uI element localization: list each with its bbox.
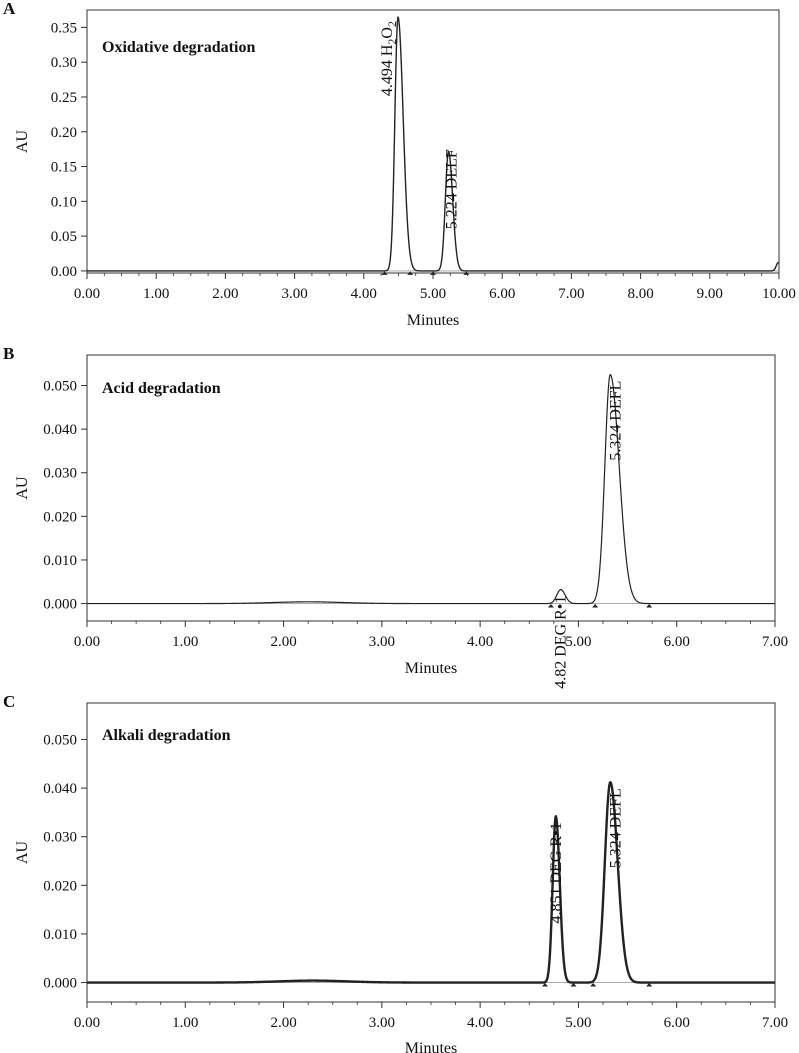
y-tick-label: 0.020: [43, 509, 77, 525]
panel-label: C: [3, 692, 15, 711]
peak-label: 4.851 DEG R•1: [548, 822, 565, 923]
x-tick-label: 1.00: [172, 634, 198, 650]
x-tick-label: 4.00: [467, 1015, 493, 1031]
chart-title: Oxidative degradation: [102, 39, 255, 56]
x-axis-label: Minutes: [405, 660, 457, 677]
y-tick-label: 0.000: [43, 976, 77, 992]
signal-trace: [86, 374, 776, 605]
y-axis-label: AU: [14, 841, 31, 865]
y-axis-label: AU: [14, 130, 31, 154]
x-tick-label: 0.00: [74, 634, 100, 650]
integration-marker: [542, 983, 549, 987]
chromatogram-panel-a: A Oxidative degradation 0.00 1.00 2.00 3.00 4.…: [3, 0, 796, 329]
y-tick-label: 0.010: [43, 553, 77, 569]
integration-marker: [590, 983, 597, 987]
x-tick-label: 3.00: [281, 286, 307, 302]
integration-marker: [547, 604, 554, 608]
x-tick-label: 6.00: [664, 1015, 690, 1031]
x-tick-label: 5.00: [420, 286, 446, 302]
plot-frame: [86, 702, 776, 1003]
x-tick-label: 2.00: [212, 286, 238, 302]
signal-trace: [86, 781, 776, 984]
y-tick-label: 0.30: [51, 55, 77, 71]
x-tick-label: 8.00: [627, 286, 653, 302]
integration-marker: [570, 983, 577, 987]
peak-label-part: 4.494 H: [379, 44, 396, 96]
y-tick-label: 0.030: [43, 830, 77, 846]
x-tick-label: 6.00: [664, 634, 690, 650]
x-tick-label: 7.00: [762, 634, 788, 650]
x-tick-label: 0.00: [74, 286, 100, 302]
y-tick-label: 0.15: [51, 160, 77, 176]
x-tick-label: 4.00: [351, 286, 377, 302]
y-tick-label: 0.050: [43, 732, 77, 748]
chart-title: Alkali degradation: [102, 727, 231, 744]
y-tick-label: 0.050: [43, 379, 77, 395]
y-tick-label: 0.35: [51, 20, 77, 36]
peak-label: 5.324 DEFL: [607, 381, 624, 461]
panel-label: A: [3, 0, 16, 18]
y-tick-label: 0.05: [51, 229, 77, 245]
y-tick-label: 0.030: [43, 466, 77, 482]
panel-label: B: [3, 344, 14, 363]
x-tick-label: 1.00: [172, 1015, 198, 1031]
x-tick-label: 3.00: [369, 634, 395, 650]
peak-label: 5.324 DEFL: [607, 788, 624, 868]
y-tick-label: 0.00: [51, 264, 77, 280]
x-tick-label: 10.00: [762, 286, 796, 302]
integration-marker: [463, 271, 470, 275]
x-tick-label: 2.00: [270, 634, 296, 650]
peak-label: 5.224 DELF: [444, 149, 461, 229]
y-tick-label: 0.040: [43, 422, 77, 438]
x-axis-label: Minutes: [407, 312, 459, 329]
x-tick-label: 7.00: [762, 1015, 788, 1031]
integration-marker: [646, 604, 653, 608]
integration-marker: [381, 271, 388, 275]
y-axis-label: AU: [14, 476, 31, 500]
peak-label-part: 2: [385, 21, 399, 27]
y-tick-label: 0.20: [51, 125, 77, 141]
x-tick-label: 3.00: [369, 1015, 395, 1031]
chromatogram-panel-b: B Acid degradation 0.00 1.00 2.00 3.00 4.00 5.0…: [3, 344, 788, 689]
y-tick-label: 0.020: [43, 878, 77, 894]
x-tick-label: 6.00: [489, 286, 515, 302]
integration-marker: [407, 271, 414, 275]
peak-label-part: O: [379, 27, 396, 39]
integration-marker: [646, 983, 653, 987]
x-tick-label: 2.00: [270, 1015, 296, 1031]
x-tick-label: 1.00: [143, 286, 169, 302]
x-tick-label: 0.00: [74, 1015, 100, 1031]
integration-marker: [430, 271, 436, 275]
x-tick-label: 4.00: [467, 634, 493, 650]
x-tick-label: 5.00: [565, 634, 591, 650]
peak-label-part: 2: [385, 39, 399, 45]
integration-marker: [592, 604, 599, 608]
y-tick-label: 0.040: [43, 781, 77, 797]
chromatogram-panel-c: C Alkali degradation 0.00 1.00 2.00 3.00 4.00 5…: [3, 692, 788, 1053]
chart-title: Acid degradation: [102, 380, 221, 397]
peak-label: 4.82 DEG R•1: [553, 596, 570, 689]
x-tick-label: 7.00: [558, 286, 584, 302]
signal-trace: [86, 16, 780, 272]
peak-label: 4.494 H2O2: [379, 21, 399, 96]
x-tick-label: 9.00: [697, 286, 723, 302]
y-tick-label: 0.000: [43, 597, 77, 613]
y-tick-label: 0.010: [43, 927, 77, 943]
y-tick-label: 0.25: [51, 90, 77, 106]
x-tick-label: 5.00: [565, 1015, 591, 1031]
y-tick-label: 0.10: [51, 194, 77, 210]
x-axis-label: Minutes: [405, 1040, 457, 1053]
